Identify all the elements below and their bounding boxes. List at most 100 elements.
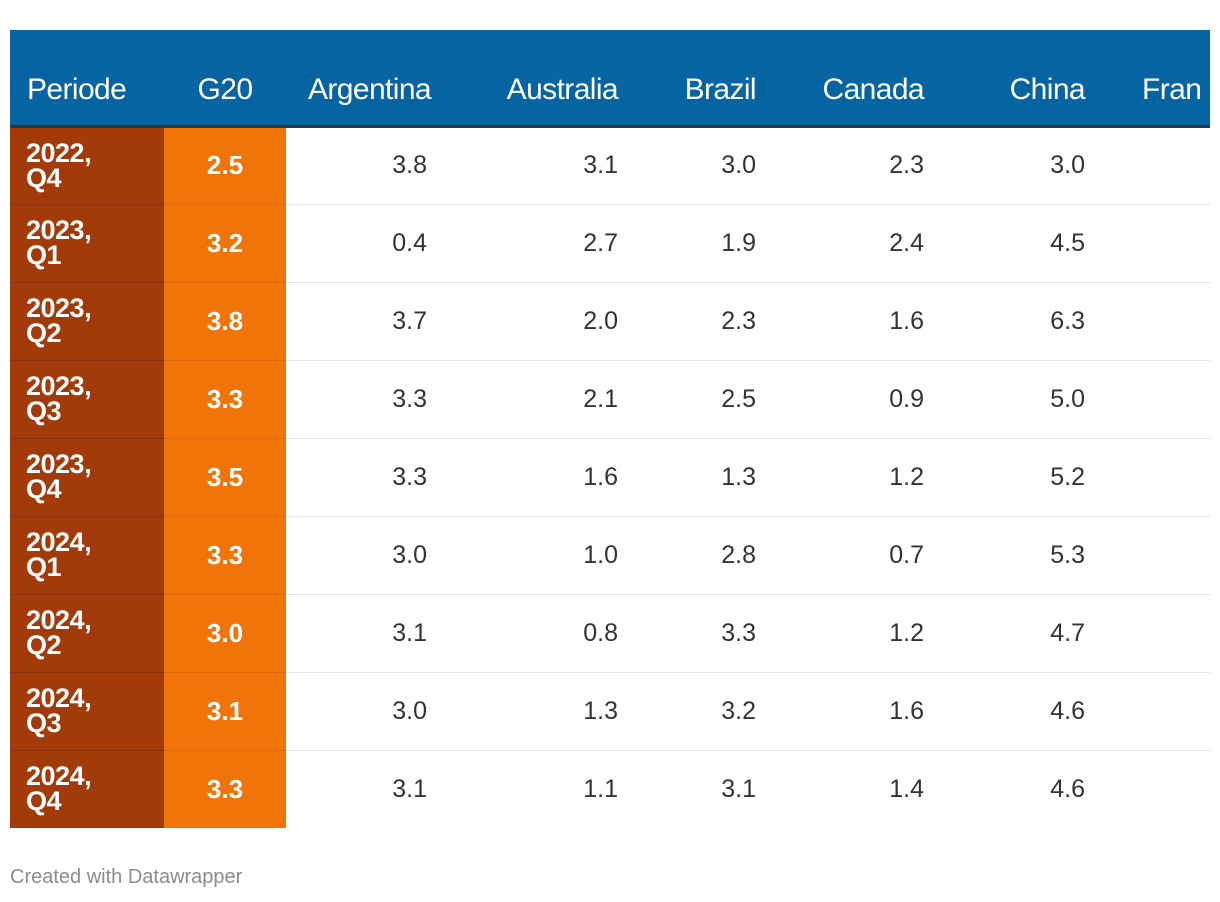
- cell-canada: 2.4: [789, 204, 961, 283]
- cell-france-clipped: [1105, 594, 1210, 673]
- period-cell: 2023, Q2: [10, 282, 164, 361]
- table-row: 2024, Q3 3.1 3.0 1.3 3.2 1.6 4.6: [10, 672, 1210, 751]
- cell-canada: 1.6: [789, 672, 961, 751]
- period-cell: 2023, Q1: [10, 204, 164, 283]
- cell-australia: 2.7: [464, 204, 648, 283]
- cell-canada: 0.7: [789, 516, 961, 595]
- period-year: 2024,: [26, 761, 92, 792]
- cell-australia: 2.1: [464, 360, 648, 439]
- cell-argentina: 3.1: [392, 774, 427, 803]
- datawrapper-credit: Created with Datawrapper: [10, 866, 243, 888]
- cell-australia: 1.6: [464, 438, 648, 517]
- period-quarter: Q1: [26, 552, 62, 582]
- cell-china: 5.0: [961, 360, 1105, 439]
- cell-france-clipped: [1105, 672, 1210, 751]
- period-cell: 2023, Q4: [10, 438, 164, 517]
- column-header-g20[interactable]: G20: [164, 30, 286, 128]
- table-row: 2023, Q1 3.2 0.4 2.7 1.9 2.4 4.5: [10, 204, 1210, 283]
- period-quarter: Q3: [26, 396, 62, 426]
- column-header-australia[interactable]: Australia: [464, 30, 648, 128]
- cell-brazil: 2.8: [648, 516, 789, 595]
- period-cell: 2024, Q1: [10, 516, 164, 595]
- cell-argentina: 3.0: [286, 516, 464, 595]
- cell-australia: 0.8: [464, 594, 648, 673]
- table-row: 2023, Q4 3.5 3.3 1.6 1.3 1.2 5.2: [10, 438, 1210, 517]
- cell-g20: 3.2: [164, 204, 286, 283]
- table-row: 2022, Q4 2.5 3.8 3.1 3.0 2.3 3.0: [10, 126, 1210, 205]
- cell-argentina: 3.0: [286, 672, 464, 751]
- period-year: 2023,: [26, 215, 92, 245]
- period-year: 2023,: [26, 449, 92, 479]
- cell-australia: 1.3: [464, 672, 648, 751]
- cell-france-clipped: [1105, 282, 1210, 361]
- period-quarter: Q2: [26, 318, 62, 348]
- column-header-argentina[interactable]: Argentina: [286, 30, 464, 128]
- period-quarter: Q1: [26, 240, 62, 270]
- period-quarter: Q2: [26, 630, 62, 660]
- period-year: 2024,: [26, 683, 92, 713]
- table-row: 2023, Q2 3.8 3.7 2.0 2.3 1.6 6.3: [10, 282, 1210, 361]
- period-quarter: Q4: [26, 474, 62, 504]
- period-cell: 2022, Q4: [10, 126, 164, 205]
- column-header-china[interactable]: China: [961, 30, 1105, 128]
- table-row: 2023, Q3 3.3 3.3 2.1 2.5 0.9 5.0: [10, 360, 1210, 439]
- cell-australia: 3.1: [464, 126, 648, 205]
- cell-argentina: 3.3: [286, 438, 464, 517]
- period-quarter: Q4: [26, 162, 62, 193]
- cell-australia: 2.0: [464, 282, 648, 361]
- cell-argentina: 3.7: [286, 282, 464, 361]
- cell-g20: 3.5: [164, 438, 286, 517]
- cell-france-clipped: [1105, 516, 1210, 595]
- cell-g20: 3.1: [164, 672, 286, 751]
- cell-canada: 1.6: [789, 282, 961, 361]
- period-cell: 2024, Q3: [10, 672, 164, 751]
- cell-g20: 3.3: [164, 360, 286, 439]
- cell-france-clipped: [1105, 360, 1210, 439]
- period-quarter: Q4: [26, 786, 62, 817]
- cell-g20: 2.5: [164, 126, 286, 205]
- cell-china: 5.3: [961, 516, 1105, 595]
- table-row: 2024, Q1 3.3 3.0 1.0 2.8 0.7 5.3: [10, 516, 1210, 595]
- period-year: 2024,: [26, 527, 92, 557]
- cell-argentina: 3.3: [286, 360, 464, 439]
- cell-canada: 0.9: [789, 360, 961, 439]
- cell-brazil: 3.0: [648, 126, 789, 205]
- period-cell: 2024, Q4: [10, 750, 164, 828]
- column-header-canada[interactable]: Canada: [789, 30, 961, 128]
- cell-brazil: 2.5: [648, 360, 789, 439]
- column-header-france[interactable]: Fran: [1105, 30, 1210, 128]
- column-header-brazil[interactable]: Brazil: [648, 30, 789, 128]
- data-table: Periode G20 Argentina Australia Brazil C…: [10, 30, 1210, 828]
- period-year: 2023,: [26, 371, 92, 401]
- cell-france-clipped: [1105, 438, 1210, 517]
- cell-china: 4.6: [1050, 774, 1085, 803]
- table-row: 2024, Q2 3.0 3.1 0.8 3.3 1.2 4.7: [10, 594, 1210, 673]
- cell-argentina: 3.8: [286, 126, 464, 205]
- cell-g20: 3.0: [164, 594, 286, 673]
- data-table-container: Periode G20 Argentina Australia Brazil C…: [10, 30, 1210, 828]
- cell-china: 3.0: [961, 126, 1105, 205]
- cell-china: 4.7: [961, 594, 1105, 673]
- cell-canada: 1.2: [789, 438, 961, 517]
- period-year: 2023,: [26, 293, 92, 323]
- cell-g20: 3.3: [164, 750, 286, 828]
- cell-brazil: 3.2: [648, 672, 789, 751]
- table-row: 2024, Q4 3.3 3.1 1.1 3.1 1.4 4.6: [10, 750, 1210, 828]
- column-header-periode[interactable]: Periode: [10, 30, 164, 128]
- cell-canada: 1.2: [789, 594, 961, 673]
- cell-brazil: 1.3: [648, 438, 789, 517]
- cell-china: 4.6: [961, 672, 1105, 751]
- table-header: Periode G20 Argentina Australia Brazil C…: [10, 30, 1210, 128]
- cell-france-clipped: [1105, 126, 1210, 205]
- cell-brazil: 3.3: [648, 594, 789, 673]
- cell-argentina: 3.1: [286, 594, 464, 673]
- cell-china: 4.5: [961, 204, 1105, 283]
- cell-g20: 3.8: [164, 282, 286, 361]
- cell-g20: 3.3: [164, 516, 286, 595]
- cell-brazil: 1.9: [648, 204, 789, 283]
- cell-china: 6.3: [961, 282, 1105, 361]
- table-body: 2022, Q4 2.5 3.8 3.1 3.0 2.3 3.0 2023, Q1 3.2 0.4 2.…: [10, 126, 1210, 828]
- header-row: Periode G20 Argentina Australia Brazil C…: [10, 30, 1210, 128]
- period-quarter: Q3: [26, 708, 62, 738]
- cell-china: 5.2: [961, 438, 1105, 517]
